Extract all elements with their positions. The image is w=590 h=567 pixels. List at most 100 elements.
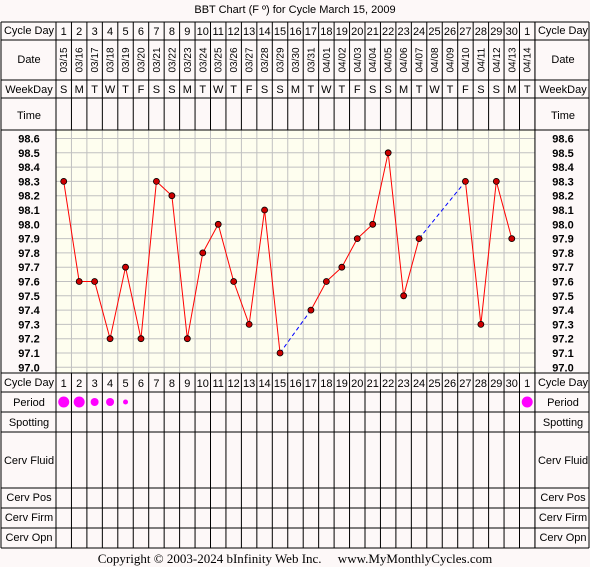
date-label: 03/19 bbox=[121, 47, 132, 72]
cycle-day-number-bottom: 11 bbox=[213, 378, 224, 390]
weekday-letter: F bbox=[246, 84, 253, 96]
date-label: 03/27 bbox=[245, 47, 256, 72]
period-dot bbox=[123, 399, 129, 405]
cycle-day-number-bottom: 30 bbox=[506, 378, 518, 390]
weekday-letter: T bbox=[416, 84, 423, 96]
temp-line-segment bbox=[341, 238, 358, 268]
left-label-time: Time bbox=[17, 110, 41, 122]
date-label: 04/13 bbox=[507, 47, 518, 72]
temp-point bbox=[230, 278, 238, 285]
right-label-cerv-firm: Cerv Firm bbox=[539, 512, 587, 524]
y-tick-label-left: 98.4 bbox=[18, 162, 40, 174]
cycle-day-number: 17 bbox=[305, 26, 317, 38]
temp-line-segment bbox=[140, 181, 157, 339]
cycle-day-number: 7 bbox=[153, 26, 159, 38]
temp-point bbox=[261, 206, 268, 214]
temp-point bbox=[492, 177, 500, 185]
date-label: 03/20 bbox=[136, 47, 147, 72]
cycle-day-number: 28 bbox=[475, 26, 487, 38]
date-label: 03/22 bbox=[167, 47, 178, 72]
cycle-day-number-bottom: 12 bbox=[228, 378, 240, 390]
weekday-letter: S bbox=[369, 84, 376, 96]
weekday-letter: W bbox=[321, 84, 332, 96]
temp-line-segment bbox=[248, 209, 266, 325]
cycle-day-number: 18 bbox=[320, 26, 332, 38]
temp-point bbox=[168, 192, 176, 200]
date-label: 04/02 bbox=[337, 47, 348, 72]
cycle-day-number-bottom: 18 bbox=[320, 378, 332, 390]
date-label: 04/10 bbox=[461, 47, 472, 72]
cycle-day-number-bottom: 25 bbox=[428, 378, 440, 390]
cycle-day-number-bottom: 16 bbox=[289, 378, 301, 390]
date-label: 04/03 bbox=[353, 47, 364, 72]
left-label-date: Date bbox=[17, 54, 40, 66]
left-label-cerv-firm: Cerv Firm bbox=[5, 512, 53, 524]
weekday-letter: M bbox=[507, 84, 516, 96]
weekday-letter: T bbox=[230, 84, 237, 96]
cycle-day-number-bottom: 1 bbox=[61, 378, 67, 390]
date-label: 03/30 bbox=[291, 47, 302, 72]
cycle-day-number: 1 bbox=[61, 26, 67, 38]
date-label: 03/17 bbox=[90, 47, 101, 72]
temp-point bbox=[369, 220, 377, 228]
cycle-day-number: 27 bbox=[459, 26, 471, 38]
cycle-day-number-bottom: 20 bbox=[351, 378, 363, 390]
cycle-day-number: 4 bbox=[107, 26, 113, 38]
y-tick-label-left: 98.2 bbox=[18, 191, 39, 203]
cycle-day-number-bottom: 4 bbox=[107, 378, 113, 390]
chart-dynamic-layer: 98.6 98.6 98.5 98.5 98.4 98.4 98.3 98.3 98.2 98.2… bbox=[0, 21, 590, 549]
temp-line-segment bbox=[495, 181, 513, 239]
left-label-cerv-pos: Cerv Pos bbox=[6, 492, 52, 504]
left-label-cerv-fluid: Cerv Fluid bbox=[4, 455, 54, 467]
temp-point bbox=[276, 349, 284, 357]
cycle-day-number: 13 bbox=[243, 26, 255, 38]
cycle-day-number: 22 bbox=[382, 26, 394, 38]
cycle-day-number: 23 bbox=[398, 26, 410, 38]
temp-line-segment bbox=[310, 281, 327, 311]
temp-point bbox=[353, 235, 361, 243]
right-label-period: Period bbox=[547, 397, 579, 409]
cycle-day-number: 25 bbox=[428, 26, 440, 38]
date-label: 04/08 bbox=[430, 47, 441, 72]
date-label: 03/21 bbox=[152, 47, 163, 72]
date-label: 04/06 bbox=[399, 47, 410, 72]
temp-point bbox=[384, 149, 392, 157]
y-tick-label-right: 98.6 bbox=[552, 134, 573, 146]
date-label: 03/28 bbox=[260, 47, 271, 72]
temp-line-segment bbox=[403, 238, 420, 296]
temp-line-segment bbox=[125, 267, 142, 339]
right-label-cycle-day: Cycle Day bbox=[538, 25, 589, 37]
y-tick-label-left: 98.3 bbox=[18, 176, 39, 188]
cycle-day-number: 24 bbox=[413, 26, 425, 38]
temp-line-segment bbox=[264, 209, 281, 354]
weekday-letter: T bbox=[91, 84, 98, 96]
left-label-period: Period bbox=[13, 397, 45, 409]
temp-line-segment bbox=[326, 266, 343, 282]
weekday-letter: M bbox=[183, 84, 192, 96]
cycle-day-number: 11 bbox=[213, 26, 224, 38]
date-label: 04/04 bbox=[368, 47, 379, 72]
y-tick-label-right: 97.3 bbox=[552, 319, 573, 331]
temp-line-segment bbox=[109, 267, 127, 339]
y-tick-label-left: 97.1 bbox=[18, 348, 39, 360]
temp-point bbox=[214, 220, 222, 228]
weekday-letter: T bbox=[199, 84, 206, 96]
temperature-area-background bbox=[56, 130, 535, 373]
temp-point bbox=[462, 177, 469, 185]
left-label-cycle-day: Cycle Day bbox=[4, 25, 55, 37]
weekday-letter: T bbox=[447, 84, 454, 96]
temp-line-segment bbox=[186, 252, 204, 339]
cycle-day-number-bottom: 29 bbox=[490, 378, 502, 390]
temp-line-segment bbox=[217, 224, 235, 282]
temp-point bbox=[245, 320, 253, 328]
temp-line-segment bbox=[480, 181, 497, 325]
cycle-day-number: 20 bbox=[351, 26, 363, 38]
y-tick-label-left: 97.2 bbox=[18, 334, 39, 346]
temp-line-segment bbox=[202, 224, 219, 254]
date-label: 04/14 bbox=[523, 47, 534, 72]
y-tick-label-right: 98.3 bbox=[552, 176, 573, 188]
y-tick-label-left: 98.6 bbox=[18, 134, 39, 146]
right-label-time: Time bbox=[551, 110, 575, 122]
right-label-cerv-opn: Cerv Opn bbox=[539, 532, 586, 544]
cycle-day-number: 12 bbox=[228, 26, 240, 38]
